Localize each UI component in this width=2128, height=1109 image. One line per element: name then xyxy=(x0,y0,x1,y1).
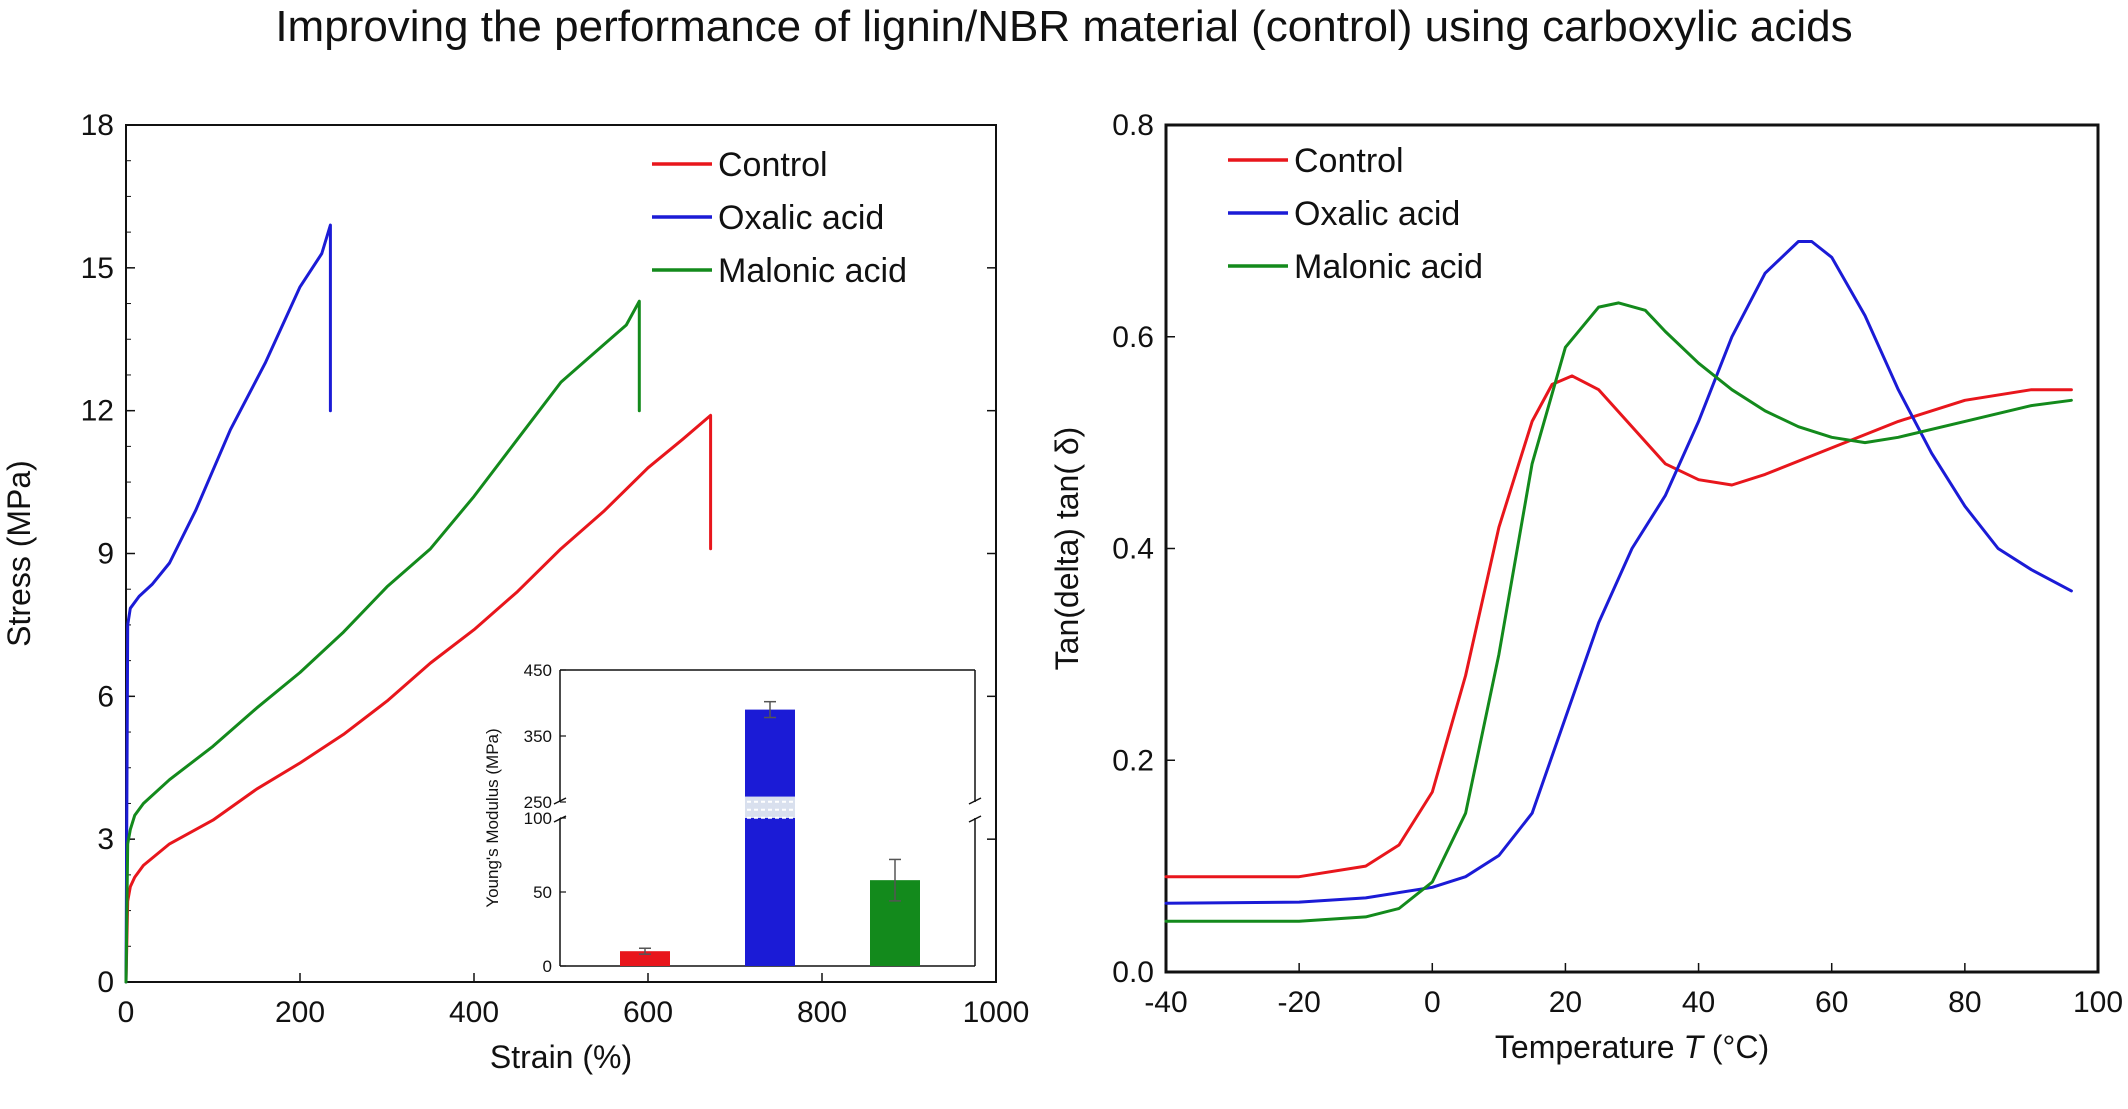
x-tick-label: 200 xyxy=(275,996,325,1029)
x-tick-label: 0 xyxy=(1424,986,1441,1019)
inset-y-tick-label: 350 xyxy=(524,727,552,746)
series-line-control xyxy=(124,413,713,984)
bar-control xyxy=(620,951,670,966)
y-tick-label: 0.4 xyxy=(1112,533,1154,566)
bar-oxalic-acid xyxy=(745,818,795,966)
legend-label-malonic-acid: Malonic acid xyxy=(1294,248,1483,286)
y-tick-label: 0 xyxy=(97,966,114,999)
y-tick-label: 15 xyxy=(81,252,114,285)
x-axis-label-part: T xyxy=(1683,1029,1705,1065)
inset-y-tick-label: 100 xyxy=(524,809,552,828)
x-tick-label: 0 xyxy=(118,996,135,1029)
x-tick-label: 20 xyxy=(1549,986,1582,1019)
y-tick-label: 9 xyxy=(97,538,114,571)
y-tick-label: 0.6 xyxy=(1112,321,1154,354)
bar-oxalic-acid-upper xyxy=(745,709,795,797)
series-line-control xyxy=(1164,374,2073,879)
legend-label-malonic-acid: Malonic acid xyxy=(718,252,907,290)
series-line-malonic-acid xyxy=(124,299,641,984)
axis-break-mark xyxy=(553,797,567,805)
legend-label-oxalic-acid: Oxalic acid xyxy=(1294,195,1460,233)
x-axis-label-part: (°C) xyxy=(1703,1029,1769,1065)
series-line-malonic-acid xyxy=(1164,301,2073,923)
axis-break-mark xyxy=(968,797,982,805)
y-tick-label: 0.2 xyxy=(1112,744,1154,777)
x-axis-label: Temperature T (°C) xyxy=(1495,1029,1769,1065)
x-tick-label: 800 xyxy=(797,996,847,1029)
y-tick-label: 3 xyxy=(97,823,114,856)
inset-y-axis-label: Young's Modulus (MPa) xyxy=(483,728,502,907)
x-tick-label: 600 xyxy=(623,996,673,1029)
y-tick-label: 6 xyxy=(97,680,114,713)
legend-label-oxalic-acid: Oxalic acid xyxy=(718,199,884,237)
x-tick-label: 400 xyxy=(449,996,499,1029)
tan-delta-panel: 0.0 0.2 0.4 0.6 0.8 -40 -20 0 20 40 60 80 100 Tempera… xyxy=(1049,109,2123,1065)
axis-break-mark xyxy=(553,815,567,823)
x-tick-label: 100 xyxy=(2073,986,2123,1019)
series-line-oxalic-acid xyxy=(124,223,332,984)
x-tick-label: 1000 xyxy=(963,996,1030,1029)
y-tick-label: 18 xyxy=(81,109,114,142)
axis-break-mark xyxy=(968,815,982,823)
x-tick-label: -40 xyxy=(1144,986,1187,1019)
inset-y-tick-label: 450 xyxy=(524,661,552,680)
y-axis-label: Stress (MPa) xyxy=(1,460,37,647)
bar-break-band xyxy=(745,796,795,818)
figure-title: Improving the performance of lignin/NBR … xyxy=(275,2,1853,51)
x-tick-label: 40 xyxy=(1682,986,1715,1019)
x-tick-label: -20 xyxy=(1277,986,1320,1019)
legend-label-control: Control xyxy=(1294,142,1404,180)
x-tick-label: 60 xyxy=(1815,986,1848,1019)
y-tick-label: 0.0 xyxy=(1112,956,1154,989)
x-axis-label-part: Temperature xyxy=(1495,1029,1684,1065)
inset-y-tick-label: 0 xyxy=(543,957,552,976)
inset-y-tick-label: 50 xyxy=(533,883,552,902)
x-axis-label: Strain (%) xyxy=(490,1039,632,1075)
series-line-oxalic-acid xyxy=(1164,240,2073,905)
legend-label-control: Control xyxy=(718,146,828,184)
inset-y-tick-label: 250 xyxy=(524,793,552,812)
y-axis-label: Tan(delta) tan( δ) xyxy=(1049,427,1085,671)
y-tick-label: 0.8 xyxy=(1112,109,1154,142)
x-tick-label: 80 xyxy=(1948,986,1981,1019)
y-tick-label: 12 xyxy=(81,395,114,428)
